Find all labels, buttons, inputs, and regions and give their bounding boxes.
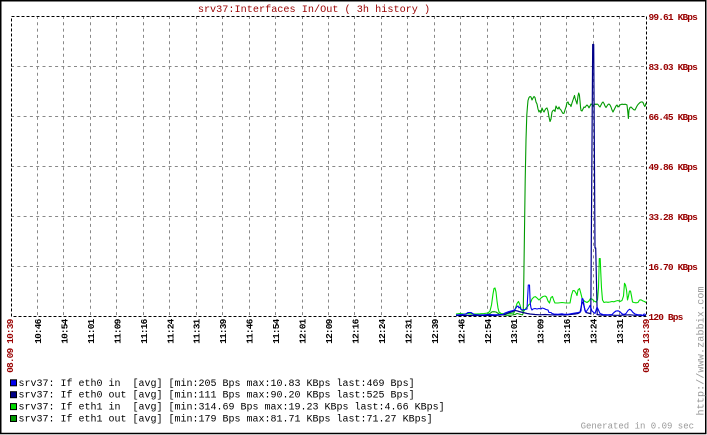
svg-text:16.70 KBps: 16.70 KBps xyxy=(649,262,699,273)
svg-text:11:54: 11:54 xyxy=(271,318,282,343)
svg-text:srv37: If eth1 in [avg] [min:: srv37: If eth1 in [avg] [min:314.69 Bps … xyxy=(19,402,445,414)
svg-text:11:39: 11:39 xyxy=(218,318,229,343)
svg-text:12:46: 12:46 xyxy=(456,318,467,343)
svg-text:13:01: 13:01 xyxy=(509,318,520,343)
svg-text:49.86 KBps: 49.86 KBps xyxy=(649,162,699,173)
svg-text:12:39: 12:39 xyxy=(430,318,441,343)
svg-text:33.28 KBps: 33.28 KBps xyxy=(649,212,699,223)
svg-text:13:16: 13:16 xyxy=(562,318,573,343)
svg-text:83.03 KBps: 83.03 KBps xyxy=(649,62,699,73)
svg-text:http://www.zabbix.com: http://www.zabbix.com xyxy=(696,286,707,415)
svg-text:08.09 13:39: 08.09 13:39 xyxy=(641,318,652,373)
svg-text:11:16: 11:16 xyxy=(139,318,150,343)
svg-text:11:31: 11:31 xyxy=(192,318,203,343)
svg-text:11:46: 11:46 xyxy=(245,318,256,343)
svg-text:12:01: 12:01 xyxy=(298,318,309,343)
svg-text:12:24: 12:24 xyxy=(377,318,388,343)
svg-text:11:24: 11:24 xyxy=(165,318,176,343)
svg-text:13:24: 13:24 xyxy=(589,318,600,343)
svg-text:66.45 KBps: 66.45 KBps xyxy=(649,112,699,123)
svg-text:srv37: If eth1 out [avg] [min:: srv37: If eth1 out [avg] [min:179 Bps ma… xyxy=(19,414,433,426)
svg-text:12:09: 12:09 xyxy=(324,318,335,343)
svg-text:08.09 10:39: 08.09 10:39 xyxy=(5,318,16,373)
svg-text:11:01: 11:01 xyxy=(86,318,97,343)
svg-text:10:46: 10:46 xyxy=(33,318,44,343)
svg-text:13:31: 13:31 xyxy=(615,318,626,343)
svg-text:12:31: 12:31 xyxy=(403,318,414,343)
svg-text:srv37:Interfaces In/Out ( 3h h: srv37:Interfaces In/Out ( 3h history ) xyxy=(198,4,430,16)
svg-text:11:09: 11:09 xyxy=(112,318,123,343)
svg-text:120 Bps: 120 Bps xyxy=(649,312,684,323)
svg-text:srv37: If eth0 out [avg] [min:: srv37: If eth0 out [avg] [min:111 Bps ma… xyxy=(19,390,415,402)
svg-text:12:54: 12:54 xyxy=(483,318,494,343)
svg-text:srv37: If eth0 in [avg] [min:: srv37: If eth0 in [avg] [min:205 Bps max… xyxy=(19,378,415,390)
svg-text:10:54: 10:54 xyxy=(59,318,70,343)
svg-text:13:09: 13:09 xyxy=(536,318,547,343)
svg-text:12:16: 12:16 xyxy=(350,318,361,343)
svg-text:Generated in 0.09 sec: Generated in 0.09 sec xyxy=(581,422,694,432)
svg-text:99.61 KBps: 99.61 KBps xyxy=(649,12,699,23)
